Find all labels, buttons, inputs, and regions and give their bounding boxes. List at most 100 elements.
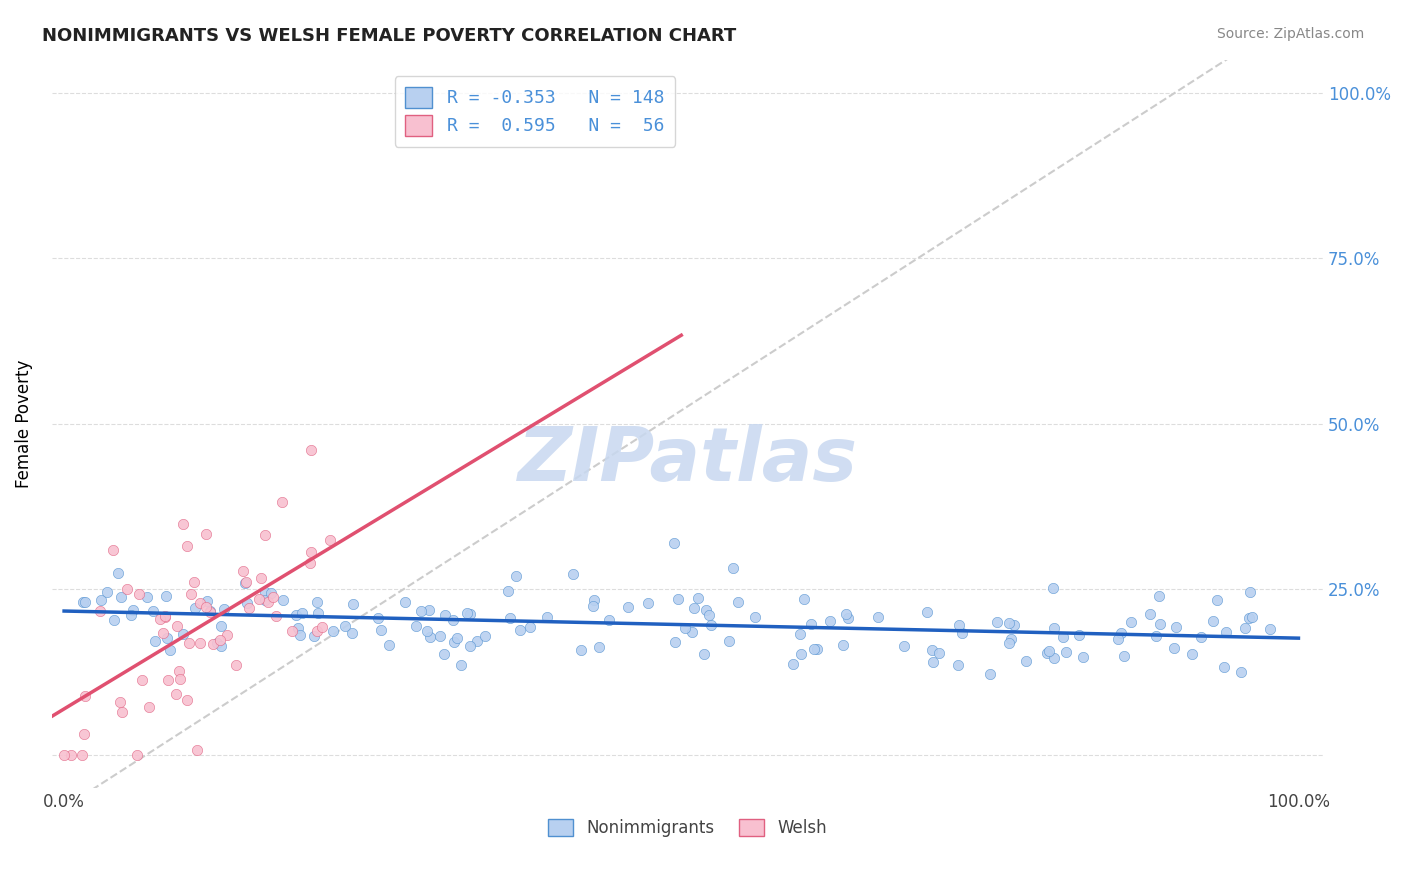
Point bbox=[948, 658, 970, 673]
Point bbox=[285, 608, 308, 623]
Point bbox=[688, 591, 710, 606]
Point bbox=[519, 620, 541, 634]
Point bbox=[322, 624, 344, 638]
Point bbox=[271, 495, 294, 509]
Point bbox=[111, 706, 134, 720]
Point bbox=[789, 648, 811, 662]
Point bbox=[202, 637, 225, 651]
Point bbox=[1000, 632, 1022, 646]
Point bbox=[166, 618, 188, 632]
Point bbox=[1038, 643, 1060, 657]
Point bbox=[928, 646, 950, 660]
Point bbox=[441, 613, 464, 627]
Point bbox=[188, 636, 211, 650]
Point bbox=[986, 615, 1008, 630]
Point bbox=[1043, 621, 1066, 635]
Point bbox=[921, 643, 943, 657]
Point bbox=[257, 595, 280, 609]
Point bbox=[159, 642, 181, 657]
Point bbox=[1002, 618, 1025, 632]
Point bbox=[496, 583, 519, 598]
Point bbox=[1258, 623, 1281, 637]
Point bbox=[186, 743, 208, 757]
Point bbox=[1206, 593, 1229, 607]
Point bbox=[1107, 632, 1129, 646]
Point bbox=[1189, 630, 1212, 644]
Point bbox=[1215, 625, 1237, 640]
Point bbox=[948, 618, 970, 632]
Point bbox=[1181, 648, 1204, 662]
Point bbox=[305, 624, 328, 638]
Point bbox=[1042, 582, 1064, 596]
Point bbox=[287, 621, 309, 635]
Point bbox=[110, 590, 132, 604]
Point bbox=[831, 639, 853, 653]
Point bbox=[217, 628, 239, 642]
Point bbox=[1067, 628, 1090, 642]
Point bbox=[73, 595, 96, 609]
Point bbox=[569, 643, 592, 657]
Point bbox=[212, 602, 235, 616]
Point bbox=[152, 626, 174, 640]
Point bbox=[262, 591, 284, 605]
Point bbox=[183, 600, 205, 615]
Point bbox=[135, 590, 157, 604]
Point bbox=[419, 631, 441, 645]
Point bbox=[416, 624, 439, 638]
Point bbox=[803, 642, 825, 657]
Point bbox=[180, 587, 202, 601]
Point bbox=[433, 608, 456, 623]
Point bbox=[588, 640, 610, 655]
Point bbox=[200, 605, 222, 619]
Point bbox=[1229, 665, 1251, 679]
Point bbox=[446, 631, 468, 645]
Point bbox=[1202, 614, 1225, 628]
Point bbox=[125, 747, 148, 762]
Point bbox=[128, 586, 150, 600]
Point bbox=[172, 517, 194, 532]
Point bbox=[1149, 616, 1171, 631]
Point bbox=[536, 610, 558, 624]
Point bbox=[96, 585, 118, 599]
Point bbox=[806, 642, 828, 657]
Point bbox=[1213, 660, 1236, 674]
Point bbox=[1239, 611, 1261, 625]
Point bbox=[103, 613, 125, 627]
Point bbox=[1114, 649, 1136, 664]
Point bbox=[299, 556, 322, 570]
Point bbox=[288, 628, 311, 642]
Point bbox=[183, 574, 205, 589]
Point bbox=[249, 571, 271, 585]
Point bbox=[443, 635, 465, 649]
Point bbox=[149, 612, 172, 626]
Point bbox=[1043, 651, 1066, 665]
Point bbox=[333, 619, 356, 633]
Point bbox=[90, 593, 112, 607]
Point bbox=[291, 606, 314, 620]
Point bbox=[683, 600, 706, 615]
Point bbox=[1119, 615, 1142, 629]
Point bbox=[1240, 610, 1263, 624]
Point bbox=[458, 607, 481, 621]
Point bbox=[837, 611, 859, 625]
Point bbox=[299, 443, 322, 458]
Point bbox=[922, 656, 945, 670]
Point bbox=[418, 603, 440, 617]
Point bbox=[73, 727, 96, 741]
Point bbox=[205, 635, 228, 649]
Point bbox=[299, 545, 322, 559]
Text: Source: ZipAtlas.com: Source: ZipAtlas.com bbox=[1216, 27, 1364, 41]
Point bbox=[305, 595, 328, 609]
Point bbox=[195, 527, 218, 541]
Point bbox=[405, 619, 427, 633]
Point bbox=[1052, 630, 1074, 644]
Point bbox=[235, 575, 257, 590]
Text: ZIPatlas: ZIPatlas bbox=[517, 424, 858, 497]
Point bbox=[370, 623, 392, 637]
Point bbox=[271, 593, 294, 607]
Point bbox=[1239, 584, 1261, 599]
Point bbox=[693, 647, 716, 661]
Point bbox=[142, 604, 165, 618]
Point bbox=[598, 613, 620, 627]
Point bbox=[173, 627, 195, 641]
